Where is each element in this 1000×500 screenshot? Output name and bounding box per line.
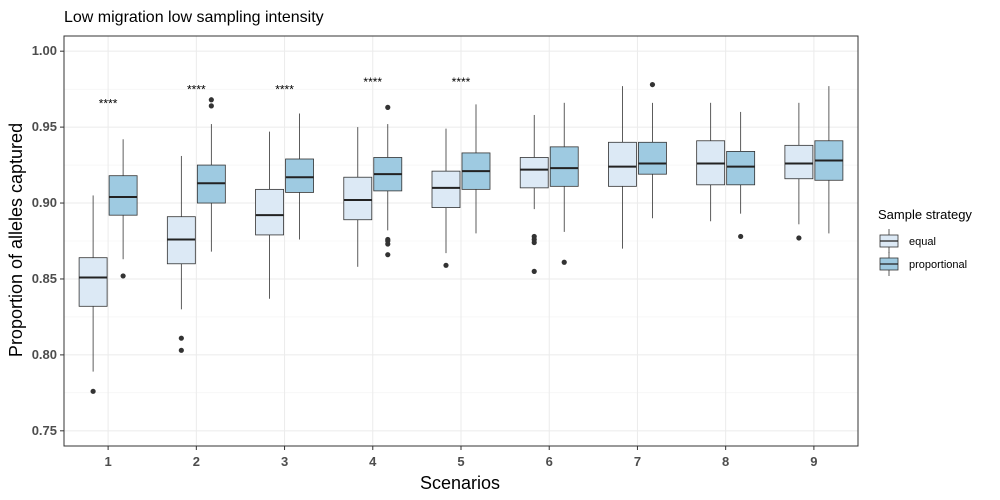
box-iqr [726, 151, 756, 186]
legend: Sample strategy equal proportional [878, 207, 972, 276]
box-iqr [255, 188, 284, 236]
significance-label: **** [187, 83, 206, 97]
y-axis: 0.75 0.80 0.85 0.90 0.95 1.00 [32, 43, 64, 438]
significance-label: **** [452, 75, 471, 89]
box-equal-8 [696, 102, 726, 222]
outlier-point [443, 262, 449, 268]
legend-title: Sample strategy [878, 207, 972, 222]
y-axis-title: Proportion of alleles captured [6, 123, 26, 357]
box-proportional-8 [726, 111, 756, 240]
outlier-point [385, 104, 391, 110]
box-proportional-5 [461, 104, 491, 234]
outlier-point [561, 259, 567, 265]
box-iqr [108, 175, 138, 216]
x-tick-label: 9 [810, 454, 817, 469]
legend-item-equal: equal [879, 229, 936, 253]
outlier-point [385, 241, 391, 247]
box-proportional-1 [108, 139, 138, 279]
outlier-point [531, 239, 537, 246]
box-equal-7 [608, 86, 637, 249]
chart-title: Low migration low sampling intensity [64, 9, 324, 26]
box-equal-9 [784, 102, 814, 241]
outlier-point [385, 252, 391, 258]
x-tick-label: 8 [722, 454, 729, 469]
outlier-point [796, 235, 802, 241]
x-tick-label: 2 [193, 454, 200, 469]
outlier-point [120, 273, 126, 279]
box-proportional-3 [285, 113, 314, 240]
box-proportional-9 [814, 86, 844, 234]
significance-label: **** [363, 75, 382, 89]
box-equal-2 [166, 155, 196, 353]
box-equal-1 [78, 195, 108, 394]
x-tick-label: 5 [457, 454, 464, 469]
outlier-point [178, 335, 184, 341]
x-tick-label: 6 [546, 454, 553, 469]
y-tick-label: 0.90 [32, 195, 57, 210]
box-proportional-4 [373, 104, 403, 258]
box-equal-6 [519, 114, 549, 274]
box-iqr [78, 257, 108, 307]
x-axis: 1 2 3 4 5 6 7 8 9 [104, 446, 818, 469]
box-proportional-2 [196, 97, 226, 252]
box-iqr [784, 144, 814, 180]
box-proportional-7 [638, 81, 667, 219]
significance-label: **** [99, 96, 118, 110]
outlier-point [738, 233, 744, 240]
x-tick-label: 7 [634, 454, 641, 469]
box-iqr [608, 141, 637, 187]
box-equal-3 [255, 131, 284, 299]
box-iqr [343, 176, 373, 221]
box-iqr [431, 170, 461, 208]
outlier-point [178, 347, 184, 353]
boxes [78, 81, 844, 394]
y-tick-label: 0.75 [32, 423, 57, 438]
box-iqr [549, 146, 579, 187]
y-tick-label: 0.95 [32, 119, 57, 134]
outlier-point [531, 268, 537, 274]
significance-label: **** [275, 83, 294, 97]
x-axis-title: Scenarios [420, 473, 500, 493]
legend-label: equal [909, 236, 936, 248]
y-tick-label: 1.00 [32, 43, 57, 58]
outlier-point [649, 81, 656, 88]
legend-label: proportional [909, 259, 967, 271]
outlier-point [208, 97, 214, 103]
box-iqr [638, 141, 667, 175]
outlier-point [208, 103, 214, 109]
outlier-point [90, 388, 96, 394]
box-equal-4 [343, 127, 373, 267]
grid [64, 36, 858, 446]
y-tick-label: 0.80 [32, 347, 57, 362]
significance-annotations: **** **** **** **** **** [99, 75, 471, 110]
box-equal-5 [431, 128, 461, 268]
x-tick-label: 4 [369, 454, 377, 469]
box-iqr [519, 157, 549, 189]
x-tick-label: 1 [104, 454, 111, 469]
legend-item-proportional: proportional [879, 252, 967, 276]
box-iqr [285, 158, 314, 193]
box-proportional-6 [549, 102, 579, 265]
x-tick-label: 3 [281, 454, 288, 469]
y-tick-label: 0.85 [32, 271, 57, 286]
